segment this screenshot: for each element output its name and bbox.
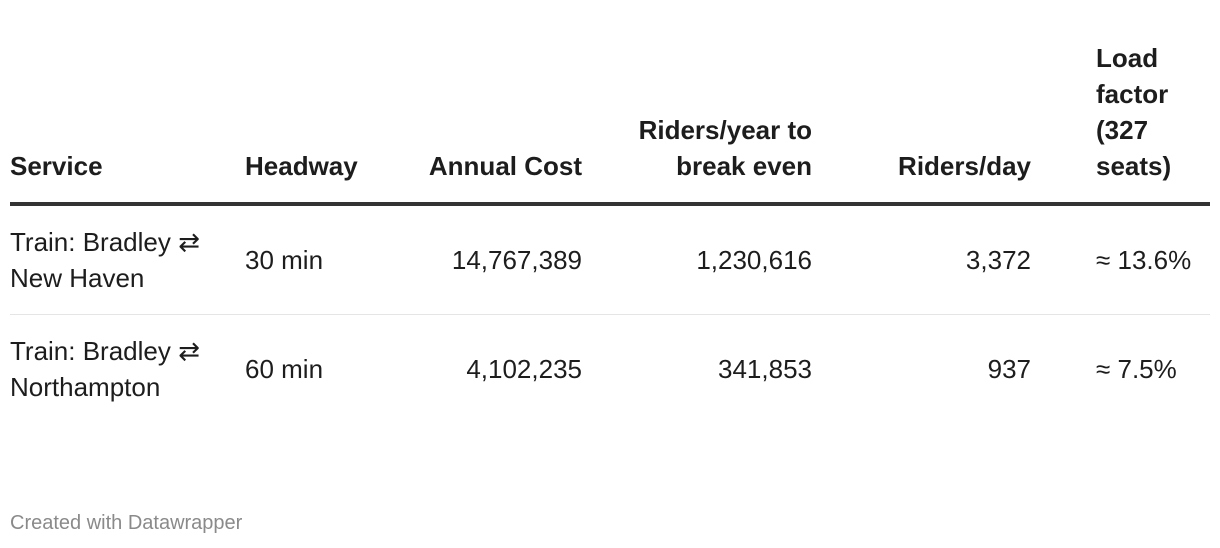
cell-annual-cost: 4,102,235 — [466, 354, 582, 384]
cell-service: Train: Bradley ⇄ New Haven — [10, 204, 245, 315]
cell-service: Train: Bradley ⇄ Northampton — [10, 336, 200, 402]
column-header-riders-year: Riders/year to break even — [582, 40, 812, 206]
cell-headway: 30 min — [245, 204, 395, 315]
table-row: Train: Bradley ⇄ New Haven 30 min 14,767… — [10, 204, 1210, 315]
data-table: Service Headway Annual Cost Riders/year … — [10, 40, 1210, 423]
cell-riders-year: 1,230,616 — [582, 204, 812, 315]
cell-annual-cost: 14,767,389 — [395, 204, 582, 315]
cell-headway: 60 min — [245, 354, 324, 384]
cell-riders-day: 937 — [987, 354, 1031, 384]
table-row: Train: Bradley ⇄ Northampton 60 min 4,10… — [10, 315, 1210, 424]
column-header-annual-cost: Annual Cost — [395, 40, 582, 206]
cell-load-factor: ≈ 13.6% — [1031, 204, 1210, 315]
cell-riders-day: 3,372 — [812, 204, 1031, 315]
column-header-riders-day: Riders/day — [812, 40, 1031, 206]
column-header-load-factor: Load factor (327 seats) — [1031, 40, 1210, 206]
header-row: Service Headway Annual Cost Riders/year … — [10, 40, 1210, 206]
cell-load-factor: ≈ 7.5% — [1096, 354, 1177, 384]
cell-riders-year: 341,853 — [718, 354, 812, 384]
column-header-headway: Headway — [245, 40, 395, 206]
footer-credit: Created with Datawrapper — [10, 512, 243, 534]
column-header-service: Service — [10, 40, 245, 206]
